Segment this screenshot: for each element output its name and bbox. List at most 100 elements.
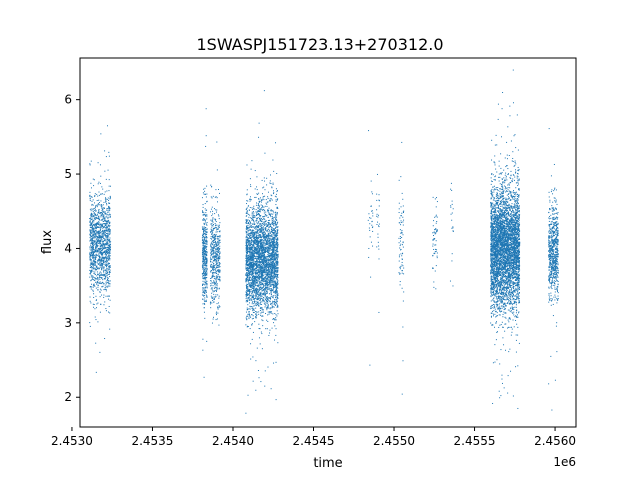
- data-point: [91, 262, 93, 264]
- data-point: [219, 256, 221, 258]
- data-point: [101, 227, 103, 229]
- data-point: [89, 286, 91, 288]
- data-point: [206, 237, 208, 239]
- data-point: [109, 196, 111, 198]
- data-point: [254, 263, 256, 265]
- data-point: [256, 347, 258, 349]
- data-point: [101, 210, 103, 212]
- data-point: [92, 220, 94, 222]
- data-point: [260, 301, 262, 303]
- data-point: [105, 247, 107, 249]
- data-point: [266, 270, 268, 272]
- data-point: [104, 288, 106, 290]
- data-point: [265, 223, 267, 225]
- data-point: [266, 203, 268, 205]
- data-point: [106, 266, 108, 268]
- data-point: [93, 284, 95, 286]
- data-point: [274, 282, 276, 284]
- data-point: [267, 231, 269, 233]
- data-point: [275, 238, 277, 240]
- data-point: [209, 303, 211, 305]
- data-point: [274, 294, 276, 296]
- data-point: [247, 237, 249, 239]
- data-point: [213, 264, 215, 266]
- data-point: [100, 250, 102, 252]
- data-point: [271, 215, 273, 217]
- data-point: [266, 237, 268, 239]
- data-point: [216, 269, 218, 271]
- data-point: [268, 223, 270, 225]
- data-point: [93, 218, 95, 220]
- data-point: [105, 263, 107, 265]
- data-point: [202, 233, 204, 235]
- data-point: [263, 259, 265, 261]
- data-point: [92, 215, 94, 217]
- data-point: [92, 225, 94, 227]
- data-point: [259, 197, 261, 199]
- data-point: [101, 277, 103, 279]
- data-point: [104, 212, 106, 214]
- data-point: [263, 302, 265, 304]
- data-point: [215, 261, 217, 263]
- data-point: [269, 250, 271, 252]
- data-point: [267, 314, 269, 316]
- data-point: [260, 259, 262, 261]
- data-point: [92, 239, 94, 241]
- data-point: [212, 275, 214, 277]
- data-point: [246, 164, 248, 166]
- data-point: [246, 225, 248, 227]
- data-point: [266, 283, 268, 285]
- data-point: [264, 293, 266, 295]
- data-point: [246, 255, 248, 257]
- data-point: [92, 276, 94, 278]
- data-point: [89, 194, 91, 196]
- data-point: [254, 304, 256, 306]
- data-point: [108, 268, 110, 270]
- data-point: [274, 319, 276, 321]
- data-point: [212, 268, 214, 270]
- data-point: [268, 269, 270, 271]
- data-point: [275, 290, 277, 292]
- data-point: [102, 274, 104, 276]
- data-point: [260, 288, 262, 290]
- data-point: [259, 223, 261, 225]
- data-point: [206, 209, 208, 211]
- data-point: [277, 274, 279, 276]
- data-point: [214, 235, 216, 237]
- data-point: [261, 280, 263, 282]
- data-point: [204, 245, 206, 247]
- data-point: [257, 270, 259, 272]
- data-point: [248, 318, 250, 320]
- data-point: [92, 247, 94, 249]
- data-point: [216, 286, 218, 288]
- data-point: [218, 272, 220, 274]
- data-point: [248, 308, 250, 310]
- data-point: [109, 249, 111, 251]
- data-point: [108, 219, 110, 221]
- data-point: [252, 356, 254, 358]
- data-point: [264, 233, 266, 235]
- data-point: [93, 267, 95, 269]
- data-point: [218, 262, 220, 264]
- data-point: [247, 257, 249, 259]
- data-point: [218, 265, 220, 267]
- data-point: [103, 247, 105, 249]
- data-point: [255, 257, 257, 259]
- data-point: [245, 296, 247, 298]
- data-point: [101, 249, 103, 251]
- data-point: [253, 262, 255, 264]
- data-point: [272, 276, 274, 278]
- data-point: [98, 255, 100, 257]
- data-point: [270, 311, 272, 313]
- data-point: [99, 264, 101, 266]
- data-point: [103, 271, 105, 273]
- data-point: [97, 273, 99, 275]
- data-point: [205, 278, 207, 280]
- data-point: [202, 249, 204, 251]
- data-point: [258, 235, 260, 237]
- data-point: [99, 224, 101, 226]
- data-point: [98, 215, 100, 217]
- data-point: [104, 235, 106, 237]
- data-point: [214, 247, 216, 249]
- data-point: [211, 224, 213, 226]
